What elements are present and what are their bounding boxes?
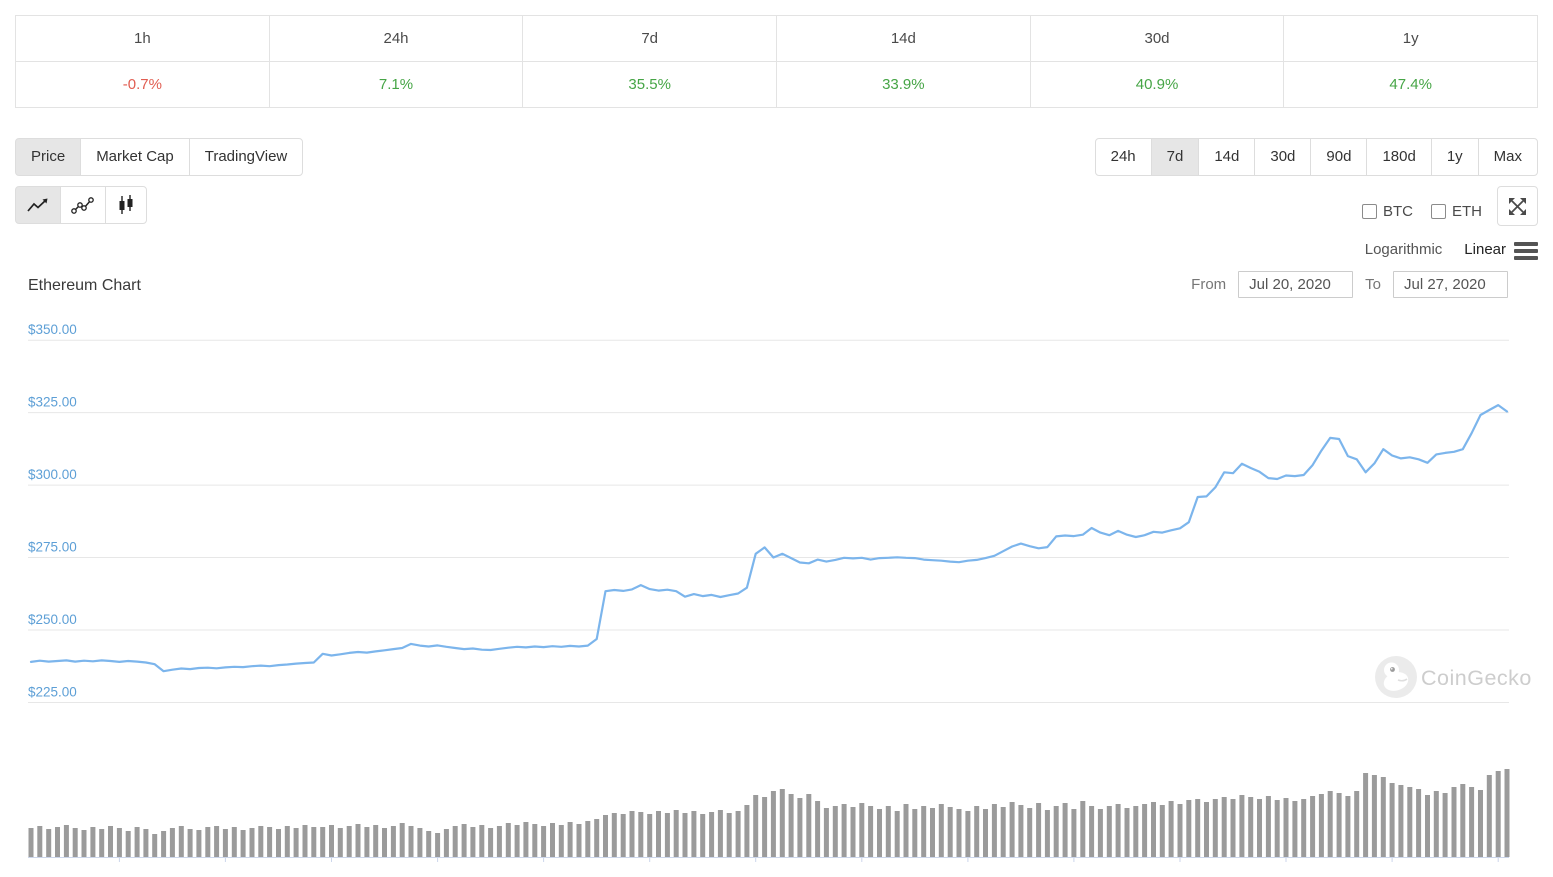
stat-col-1y: 1y 47.4% (1283, 16, 1538, 107)
tab-price[interactable]: Price (15, 138, 82, 176)
stat-period-label: 7d (523, 16, 777, 62)
scatter-line-button[interactable] (60, 186, 106, 224)
to-label: To (1365, 276, 1381, 293)
stat-col-24h: 24h 7.1% (268, 16, 523, 107)
range-14d[interactable]: 14d (1198, 138, 1256, 176)
tab-market-cap[interactable]: Market Cap (80, 138, 190, 176)
tab-tradingview[interactable]: TradingView (188, 138, 304, 176)
y-tick-label: $250.00 (28, 612, 77, 627)
stat-change-value: 35.5% (628, 76, 671, 93)
y-tick-label: $300.00 (28, 467, 77, 482)
stat-change-value: 47.4% (1389, 76, 1432, 93)
range-7d[interactable]: 7d (1150, 138, 1200, 176)
scale-logarithmic[interactable]: Logarithmic (1364, 241, 1443, 258)
scale-toggle: Logarithmic Linear (1365, 241, 1506, 258)
stat-period-label: 1h (16, 16, 269, 62)
range-1y[interactable]: 1y (1430, 138, 1479, 176)
chart-type-button-group (15, 186, 147, 224)
scale-linear[interactable]: Linear (1464, 241, 1506, 258)
range-button-group: 24h 7d 14d 30d 90d 180d 1y Max (1094, 138, 1538, 176)
stat-period-label: 14d (777, 16, 1030, 62)
price-change-stats-table: 1h -0.7% 24h 7.1% 7d 35.5% 14d 33.9% 30d 40.9% 1y 4… (15, 15, 1538, 108)
btc-toggle: BTC (1362, 203, 1413, 220)
eth-label: ETH (1452, 203, 1482, 220)
line-chart-icon (26, 196, 50, 214)
stat-col-14d: 14d 33.9% (776, 16, 1030, 107)
chart-menu-icon[interactable] (1514, 242, 1538, 260)
stat-change-value: -0.7% (122, 76, 162, 93)
stat-change-value: 7.1% (378, 76, 414, 93)
from-label: From (1191, 276, 1227, 293)
y-tick-label: $325.00 (28, 395, 77, 410)
eth-toggle: ETH (1431, 203, 1482, 220)
expand-icon (1508, 197, 1527, 216)
stat-change-value: 33.9% (882, 76, 925, 93)
candlestick-icon (116, 195, 136, 215)
range-24h[interactable]: 24h (1094, 138, 1152, 176)
volume-bars (28, 769, 1510, 857)
eth-checkbox[interactable] (1431, 204, 1446, 219)
from-date-input[interactable] (1238, 271, 1354, 298)
btc-checkbox[interactable] (1362, 204, 1377, 219)
price-line-series (29, 404, 1509, 673)
page-title: Ethereum Chart (28, 277, 141, 294)
stat-change-value: 40.9% (1135, 76, 1179, 93)
date-range-controls: From To (1191, 271, 1508, 298)
candlestick-button[interactable] (105, 186, 147, 224)
stat-col-7d: 7d 35.5% (522, 16, 777, 107)
stat-col-30d: 30d 40.9% (1029, 16, 1284, 107)
overlay-currency-toggles: BTC ETH (1362, 203, 1482, 220)
y-axis-labels: $350.00 $325.00 $300.00 $275.00 $250.00 $225.… (28, 322, 77, 699)
fullscreen-button[interactable] (1497, 186, 1538, 226)
coingecko-watermark: CoinGecko (1375, 656, 1532, 698)
line-chart-button[interactable] (15, 186, 61, 224)
stat-period-label: 1y (1284, 16, 1538, 62)
y-tick-label: $225.00 (28, 684, 77, 699)
scatter-line-icon (71, 196, 95, 214)
stat-col-1h: 1h -0.7% (16, 16, 269, 107)
range-90d[interactable]: 90d (1310, 138, 1368, 176)
btc-label: BTC (1383, 203, 1413, 220)
range-30d[interactable]: 30d (1254, 138, 1312, 176)
stat-period-label: 24h (269, 16, 523, 62)
range-180d[interactable]: 180d (1366, 138, 1432, 176)
to-date-input[interactable] (1393, 271, 1508, 298)
range-max[interactable]: Max (1477, 138, 1538, 176)
stat-period-label: 30d (1030, 16, 1284, 62)
x-axis-ticks (118, 857, 1499, 862)
chart-tab-group: Price Market Cap TradingView (15, 138, 304, 176)
watermark-text: CoinGecko (1421, 666, 1532, 690)
y-tick-label: $350.00 (28, 322, 77, 337)
y-gridlines (28, 339, 1509, 703)
ethereum-price-chart[interactable]: $350.00 $325.00 $300.00 $275.00 $250.00 $225.… (0, 300, 1553, 877)
y-tick-label: $275.00 (28, 540, 77, 555)
